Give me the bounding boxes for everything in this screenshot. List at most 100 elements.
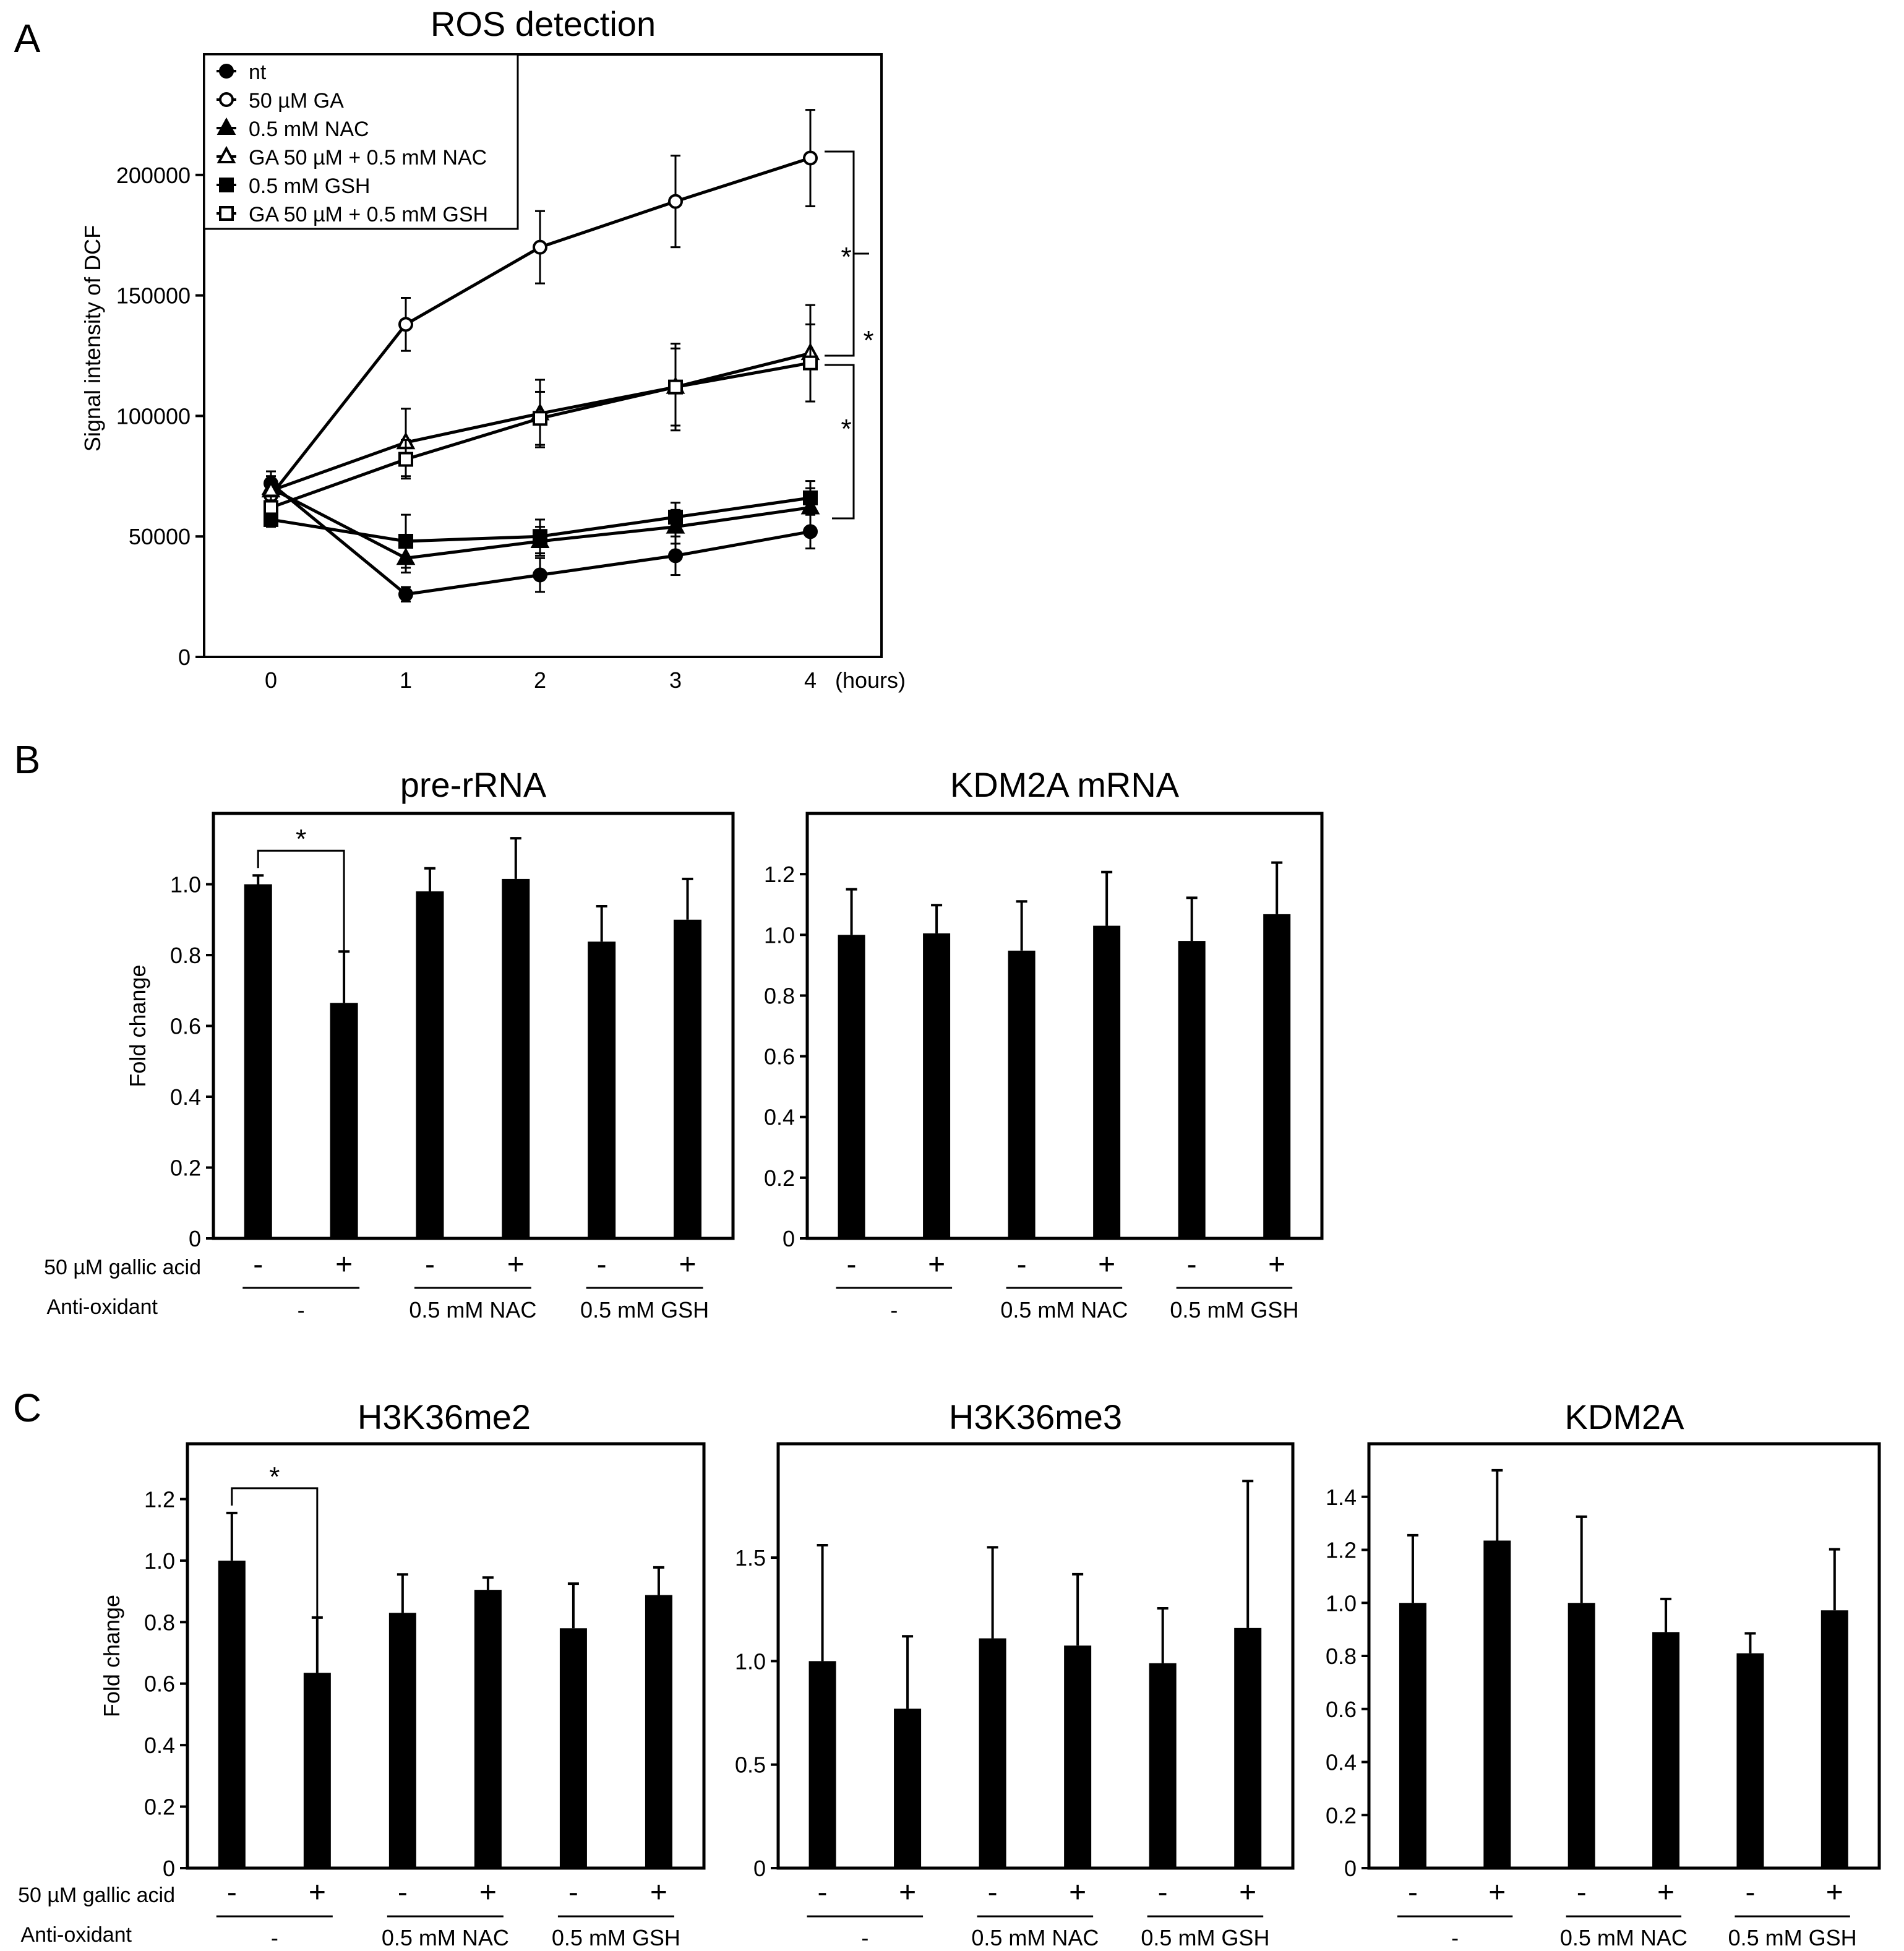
y-tick-label: 1.4 xyxy=(1326,1485,1357,1510)
bar xyxy=(1149,1663,1177,1868)
bar xyxy=(388,1613,416,1868)
y-tick-label: 0.8 xyxy=(144,1610,175,1635)
bar xyxy=(1093,925,1121,1238)
gallic-acid-sign: - xyxy=(847,1248,857,1281)
bar xyxy=(1178,941,1206,1238)
y-tick-label: 0 xyxy=(783,1226,795,1251)
bar xyxy=(1820,1610,1848,1868)
bar xyxy=(502,878,530,1238)
gallic-acid-sign: + xyxy=(479,1876,497,1909)
gallic-acid-sign: + xyxy=(899,1876,916,1909)
gallic-acid-sign: - xyxy=(1745,1876,1755,1909)
y-tick-label: 0 xyxy=(753,1856,766,1881)
y-tick-label: 0.4 xyxy=(1326,1750,1357,1775)
y-tick-label: 200000 xyxy=(116,163,191,188)
antioxidant-group-label: 0.5 mM GSH xyxy=(1170,1297,1298,1323)
y-tick-label: 0.4 xyxy=(144,1733,175,1758)
y-tick-label: 0.2 xyxy=(1326,1803,1357,1828)
gallic-acid-sign: - xyxy=(227,1876,237,1909)
gallic-acid-row-label: 50 µM gallic acid xyxy=(44,1256,201,1279)
significance-star: * xyxy=(841,242,851,272)
bar xyxy=(1263,914,1291,1238)
bar xyxy=(923,933,951,1238)
y-tick-label: 0.4 xyxy=(170,1084,201,1110)
plot-frame xyxy=(203,53,883,658)
y-tick-label: 0.4 xyxy=(764,1105,795,1130)
data-point xyxy=(533,529,547,544)
chart-title: pre-rRNA xyxy=(400,765,547,804)
gallic-acid-sign: - xyxy=(597,1248,607,1281)
data-point xyxy=(803,490,818,505)
legend-label: 0.5 mM GSH xyxy=(249,174,370,198)
chart-a: ROS detection 0 50000 100000 150000 200000 0 1 2… xyxy=(80,4,906,693)
bar xyxy=(330,1003,358,1238)
y-tick-label: 1.0 xyxy=(735,1649,766,1674)
antioxidant-group-label: 0.5 mM NAC xyxy=(409,1297,536,1323)
chart-c1: H3K36me2 0 0.2 0.4 0.6 0.8 1.0 1.2 * Fold change -… xyxy=(18,1397,706,1950)
data-point xyxy=(398,533,413,549)
significance-bracket xyxy=(231,1487,319,1618)
gallic-acid-sign: + xyxy=(1239,1876,1256,1909)
bar xyxy=(1652,1632,1680,1868)
antioxidant-group-label: 0.5 mM NAC xyxy=(1000,1297,1128,1323)
y-tick-label: 0.2 xyxy=(764,1165,795,1191)
chart-c2: H3K36me3 0 0.5 1.0 1.5 - + - + - + - 0.5 mM NAC 0.5 m… xyxy=(735,1397,1295,1950)
bar xyxy=(218,1560,246,1868)
gallic-acid-sign: - xyxy=(568,1876,578,1909)
y-axis-label: Signal intensity of DCF xyxy=(80,225,105,452)
bar xyxy=(559,1628,587,1868)
data-point xyxy=(398,317,413,332)
significance-brackets: * * * xyxy=(825,150,874,520)
x-tick-label: 4 xyxy=(804,667,817,693)
antioxidant-group-label: 0.5 mM NAC xyxy=(1560,1925,1687,1950)
y-tick-label: 0.8 xyxy=(1326,1644,1357,1669)
bar xyxy=(808,1661,836,1868)
data-point xyxy=(533,567,547,583)
legend-marker xyxy=(217,145,236,163)
antioxidant-group-label: - xyxy=(1451,1925,1459,1950)
panel-label-c: C xyxy=(13,1386,41,1430)
gallic-acid-row-label: 50 µM gallic acid xyxy=(18,1884,175,1907)
data-point xyxy=(668,548,683,564)
bar xyxy=(838,935,865,1238)
y-tick-label: 0.6 xyxy=(170,1014,201,1039)
antioxidant-row-label: Anti-oxidant xyxy=(20,1923,132,1947)
y-tick-label: 0.6 xyxy=(1326,1697,1357,1722)
y-tick-label: 1.2 xyxy=(144,1486,175,1512)
significance-star: * xyxy=(296,824,306,854)
x-tick-label: 3 xyxy=(669,667,682,693)
data-point xyxy=(803,355,818,371)
chart-c3: KDM2A 0 0.2 0.4 0.6 0.8 1.0 1.2 1.4 - + - + - + - 0.5 mM… xyxy=(1326,1397,1881,1950)
y-tick-label: 1.0 xyxy=(1326,1590,1357,1616)
chart-title: H3K36me3 xyxy=(949,1397,1122,1436)
bar xyxy=(416,891,444,1238)
gallic-acid-sign: - xyxy=(398,1876,408,1909)
data-point xyxy=(533,411,547,426)
gallic-acid-sign: - xyxy=(1577,1876,1587,1909)
gallic-acid-sign: + xyxy=(1098,1248,1115,1281)
y-tick-label: 150000 xyxy=(116,283,191,309)
y-tick-label: 0.6 xyxy=(144,1671,175,1697)
panel-label-a: A xyxy=(14,16,41,61)
gallic-acid-sign: - xyxy=(988,1876,998,1909)
antioxidant-row-label: Anti-oxidant xyxy=(46,1295,158,1319)
gallic-acid-sign: + xyxy=(1657,1876,1675,1909)
data-point xyxy=(668,194,683,209)
y-tick-label: 0.8 xyxy=(170,943,201,968)
gallic-acid-sign: - xyxy=(425,1248,435,1281)
bar xyxy=(1736,1653,1764,1868)
y-tick-label: 1.0 xyxy=(764,922,795,948)
bar xyxy=(1483,1540,1511,1868)
gallic-acid-sign: - xyxy=(253,1248,263,1281)
plot-frame xyxy=(776,1442,1295,1870)
y-tick-label: 0.6 xyxy=(764,1044,795,1070)
legend: nt 50 µM GA 0.5 mM NAC GA 50 µM + 0.5 mM NA… xyxy=(203,53,519,230)
y-tick-label: 1.2 xyxy=(1326,1538,1357,1563)
antioxidant-group-label: - xyxy=(271,1925,278,1950)
bar xyxy=(1567,1603,1595,1868)
chart-title: H3K36me2 xyxy=(358,1397,531,1436)
legend-box xyxy=(203,53,519,230)
y-tick-label: 50000 xyxy=(129,524,191,549)
legend-label: 0.5 mM NAC xyxy=(249,118,369,141)
x-axis-label: (hours) xyxy=(835,667,906,693)
